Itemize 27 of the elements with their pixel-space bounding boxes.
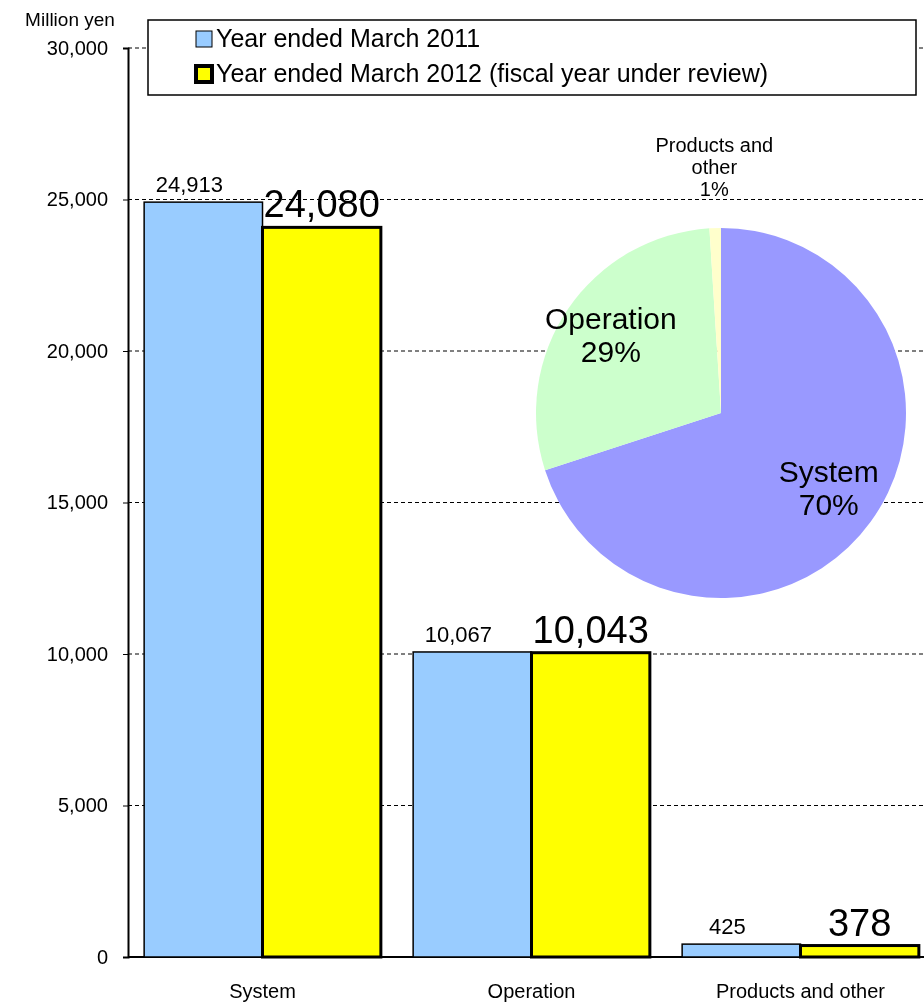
data-label: 10,043 xyxy=(532,608,649,651)
y-tick-label: 20,000 xyxy=(46,339,108,362)
legend-label: Year ended March 2012 (fiscal year under review) xyxy=(216,59,769,87)
data-label: 10,067 xyxy=(424,621,492,647)
x-tick-label: System xyxy=(229,980,296,1002)
data-label: 425 xyxy=(708,914,746,940)
y-axis-title: Million yen xyxy=(25,9,115,30)
data-label: 24,080 xyxy=(263,183,380,226)
data-label: 378 xyxy=(827,901,892,944)
slice-label: Products and other xyxy=(655,134,774,179)
data-label: 1% xyxy=(699,178,729,201)
y-tick-label: 25,000 xyxy=(46,188,108,211)
y-tick-label: 15,000 xyxy=(46,491,108,514)
data-label: 70% xyxy=(798,488,859,522)
data-label: 29% xyxy=(580,335,641,369)
pie-slice xyxy=(545,228,906,598)
x-tick-label: Products and other xyxy=(716,980,886,1002)
slice-label: Operation xyxy=(544,302,677,336)
y-tick-label: 5,000 xyxy=(57,794,108,817)
x-tick-label: Operation xyxy=(487,980,576,1002)
pie-slice xyxy=(536,228,721,471)
y-tick-label: 10,000 xyxy=(46,642,108,665)
y-tick-label: 0 xyxy=(96,945,108,968)
y-tick-label: 30,000 xyxy=(46,36,108,59)
slice-label: System xyxy=(778,455,879,489)
data-label: 24,913 xyxy=(155,172,223,198)
legend-label: Year ended March 2011 xyxy=(216,24,481,52)
